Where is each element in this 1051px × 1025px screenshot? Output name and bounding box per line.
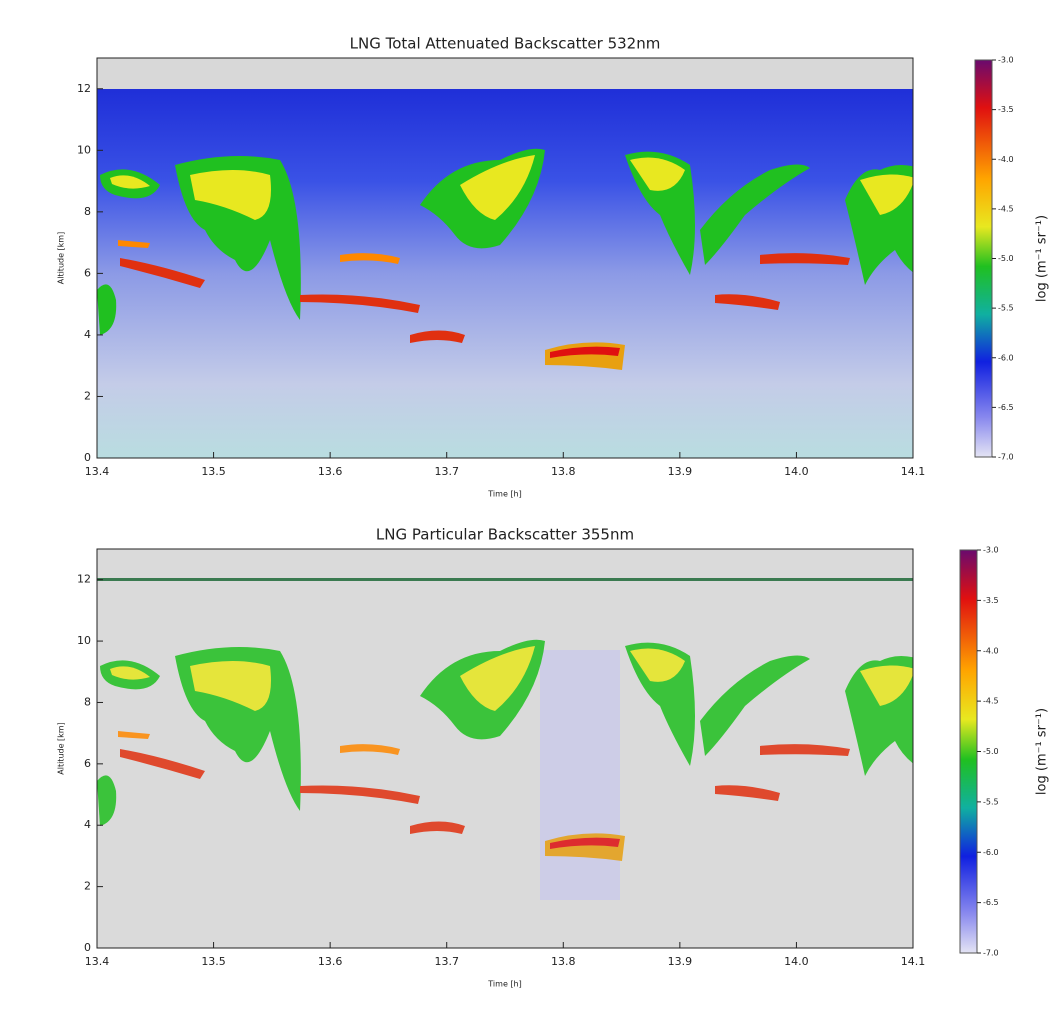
colorbar-tick-label: -7.0 <box>983 949 999 958</box>
colorbar-label: log (m⁻¹ sr⁻¹) <box>1035 215 1050 302</box>
x-tick-label: 13.6 <box>318 465 343 478</box>
colorbar-tick-label: -4.0 <box>998 155 1014 164</box>
x-tick-label: 13.4 <box>85 465 110 478</box>
colorbar-tick-label: -5.5 <box>998 304 1014 313</box>
colorbar-tick-label: -5.0 <box>983 747 999 756</box>
x-tick-label: 14.1 <box>901 955 926 968</box>
colorbar-tick-label: -6.5 <box>983 898 999 907</box>
plot-area <box>97 549 913 948</box>
y-tick-label: 4 <box>84 328 91 341</box>
y-axis-label: Altitude [km] <box>57 232 66 284</box>
colorbar-tick-label: -3.0 <box>998 56 1014 65</box>
y-tick-label: 2 <box>84 880 91 893</box>
x-axis-label: Time [h] <box>487 980 521 989</box>
colorbar-label: log (m⁻¹ sr⁻¹) <box>1035 708 1050 795</box>
colorbar-tick-label: -4.5 <box>983 697 999 706</box>
plot-frame <box>96 57 914 459</box>
y-tick-label: 10 <box>77 634 91 647</box>
colorbar-tick-label: -6.0 <box>998 353 1014 362</box>
y-axis-label: Altitude [km] <box>57 722 66 774</box>
chart-title: LNG Particular Backscatter 355nm <box>376 526 634 544</box>
y-tick-label: 2 <box>84 389 91 402</box>
colorbar <box>974 59 993 458</box>
colorbar-tick-label: -5.0 <box>998 254 1014 263</box>
colorbar-tick-label: -6.0 <box>983 848 999 857</box>
y-tick-label: 10 <box>77 143 91 156</box>
x-tick-label: 13.9 <box>668 955 693 968</box>
x-axis-label: Time [h] <box>487 490 521 499</box>
x-tick-label: 13.5 <box>201 955 226 968</box>
plot-area <box>97 58 913 458</box>
colorbar-tick-label: -7.0 <box>998 453 1014 462</box>
colorbar-tick-label: -4.0 <box>983 646 999 655</box>
x-tick-label: 13.4 <box>85 955 110 968</box>
x-tick-label: 13.7 <box>434 465 459 478</box>
x-tick-label: 13.6 <box>318 955 343 968</box>
colorbar-tick-label: -6.5 <box>998 403 1014 412</box>
chart-title: LNG Total Attenuated Backscatter 532nm <box>350 35 661 53</box>
colorbar-tick-label: -3.5 <box>998 105 1014 114</box>
x-tick-label: 13.5 <box>201 465 226 478</box>
plot-frame <box>96 548 914 949</box>
y-tick-label: 0 <box>84 451 91 464</box>
y-tick-label: 4 <box>84 818 91 831</box>
y-tick-label: 12 <box>77 573 91 586</box>
x-tick-label: 13.7 <box>434 955 459 968</box>
x-tick-label: 14.0 <box>784 465 809 478</box>
colorbar-tick-label: -5.5 <box>983 797 999 806</box>
x-tick-label: 13.8 <box>551 955 576 968</box>
y-tick-label: 6 <box>84 266 91 279</box>
y-tick-label: 8 <box>84 205 91 218</box>
y-tick-label: 12 <box>77 82 91 95</box>
y-tick-label: 6 <box>84 757 91 770</box>
x-tick-label: 13.8 <box>551 465 576 478</box>
colorbar-tick-label: -4.5 <box>998 204 1014 213</box>
y-tick-label: 8 <box>84 695 91 708</box>
x-tick-label: 14.0 <box>784 955 809 968</box>
x-tick-label: 13.9 <box>668 465 693 478</box>
x-tick-label: 14.1 <box>901 465 926 478</box>
colorbar-tick-label: -3.5 <box>983 596 999 605</box>
colorbar-tick-label: -3.0 <box>983 546 999 555</box>
y-tick-label: 0 <box>84 941 91 954</box>
colorbar <box>959 549 978 954</box>
